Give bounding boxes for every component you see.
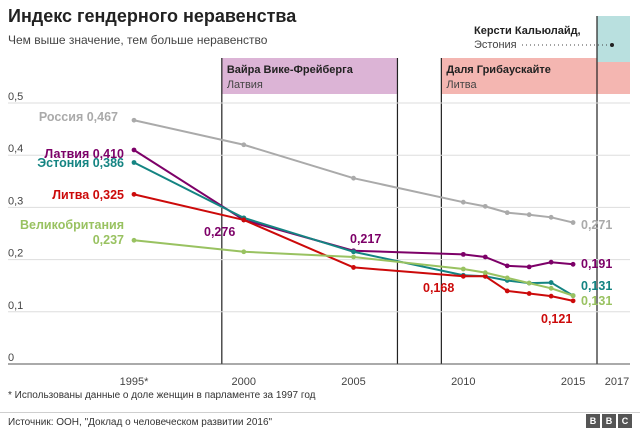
y-tick-label: 0,5 <box>8 91 23 103</box>
x-tick-label: 1995* <box>120 376 149 388</box>
period-band <box>221 58 398 94</box>
data-point <box>526 264 532 270</box>
data-point <box>241 142 247 148</box>
data-point <box>482 273 488 279</box>
chart-footnote: * Использованы данные о доле женщин в па… <box>8 390 316 401</box>
data-point <box>460 199 466 205</box>
data-point <box>351 249 356 255</box>
bbc-logo-letter: B <box>586 414 600 428</box>
annotation-label: 0,168 <box>423 281 454 295</box>
series-start-label: Латвия 0,410 <box>44 147 124 161</box>
data-point <box>548 259 554 265</box>
series-start-label: Россия 0,467 <box>39 110 118 124</box>
series-end-label: 0,131 <box>581 279 612 293</box>
annotation-label: 0,217 <box>350 232 381 246</box>
data-point <box>570 298 576 304</box>
page-subtitle: Чем выше значение, тем больше неравенств… <box>8 33 268 47</box>
data-point <box>504 210 510 216</box>
series-start-label: Великобритания <box>20 218 124 232</box>
data-point <box>351 265 356 270</box>
footer-divider <box>0 412 640 413</box>
data-point <box>131 147 137 153</box>
period-country: Эстония <box>474 39 517 51</box>
data-point <box>131 117 137 123</box>
series-end-label: 0,271 <box>581 218 612 232</box>
data-point <box>526 291 532 296</box>
y-tick-label: 0,4 <box>8 143 23 155</box>
annotation-label: 0,276 <box>204 225 235 239</box>
bbc-logo: B B C <box>586 414 632 428</box>
period-name: Керсти Кальюлайд, <box>474 25 581 37</box>
data-point <box>570 220 576 225</box>
series-end-label: 0,191 <box>581 257 612 271</box>
source-note: Источник: ООН, "Доклад о человеческом ра… <box>8 417 273 428</box>
page-title: Индекс гендерного неравенства <box>8 6 297 26</box>
data-point <box>570 293 576 299</box>
data-point <box>460 266 466 272</box>
data-point <box>241 249 247 255</box>
series-start-label: Эстония 0,386 <box>37 156 124 170</box>
x-tick-label: 2010 <box>451 376 475 388</box>
period-name: Вайра Вике-Фрейберга <box>227 64 354 76</box>
bbc-logo-letter: B <box>602 414 616 428</box>
x-tick-label: 2005 <box>341 376 365 388</box>
series-end-label: 0,131 <box>581 294 612 308</box>
data-point <box>241 217 247 223</box>
period-band <box>441 58 630 94</box>
period-country: Литва <box>446 79 477 91</box>
period-band <box>597 16 630 62</box>
data-point <box>504 275 510 281</box>
series-start-value: 0,237 <box>93 233 124 247</box>
x-tick-label: 2000 <box>232 376 256 388</box>
x-tick-label: 2017 <box>605 376 629 388</box>
period-name: Даля Грибаускайте <box>446 64 550 76</box>
data-point <box>526 280 532 286</box>
data-point <box>570 261 576 267</box>
y-tick-label: 0,3 <box>8 195 23 207</box>
gender-inequality-line-chart: Вайра Вике-Фрейберга Латвия Даля Грибауска… <box>8 16 630 388</box>
data-point <box>131 191 137 197</box>
data-point <box>504 288 510 294</box>
data-point <box>548 214 554 220</box>
data-point <box>460 251 466 257</box>
data-point <box>351 254 356 260</box>
data-point <box>131 237 137 243</box>
y-tick-label: 0 <box>8 352 14 364</box>
data-point <box>351 175 356 181</box>
y-tick-label: 0,2 <box>8 248 23 260</box>
data-point <box>131 160 137 165</box>
bbc-logo-letter: C <box>618 414 632 428</box>
data-point <box>482 270 488 276</box>
y-tick-label: 0,1 <box>8 300 23 312</box>
period-pointer-dot <box>610 43 614 47</box>
data-point <box>526 212 532 218</box>
data-point <box>548 280 554 285</box>
period-country: Латвия <box>227 79 263 91</box>
series-end-label: 0,121 <box>541 312 572 326</box>
data-point <box>548 293 554 299</box>
data-point <box>548 285 554 291</box>
x-tick-label: 2015 <box>561 376 585 388</box>
data-point <box>482 254 488 260</box>
data-point <box>482 203 488 209</box>
series-start-label: Литва 0,325 <box>52 188 124 202</box>
data-point <box>460 273 466 279</box>
data-point <box>504 263 510 269</box>
